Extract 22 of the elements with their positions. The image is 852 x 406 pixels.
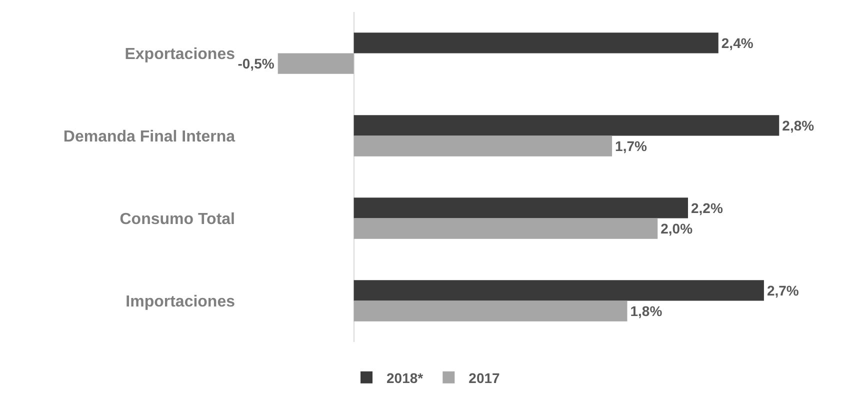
bar	[278, 53, 354, 74]
legend-label: 2017	[468, 370, 500, 386]
data-label: 1,8%	[630, 303, 663, 320]
y-tick-label: Importaciones	[126, 293, 236, 310]
bar	[354, 280, 764, 301]
legend-label: 2018*	[386, 370, 424, 386]
bar	[354, 136, 612, 156]
bar	[354, 198, 688, 218]
data-label: 1,7%	[615, 138, 648, 154]
bar	[354, 218, 658, 239]
data-label: -0,5%	[238, 56, 275, 72]
data-label: 2,0%	[660, 220, 694, 237]
y-tick-label: Demanda Final Interna	[63, 128, 236, 146]
data-label: 2,7%	[766, 282, 800, 298]
data-label: 2,8%	[782, 117, 815, 134]
bar	[354, 32, 718, 54]
data-label: 2,2%	[691, 200, 724, 216]
y-tick-label: Exportaciones	[124, 46, 236, 63]
bar	[354, 300, 628, 322]
y-tick-label: Consumo Total	[120, 210, 235, 228]
data-label: 2,4%	[721, 34, 754, 51]
bar	[354, 115, 780, 136]
